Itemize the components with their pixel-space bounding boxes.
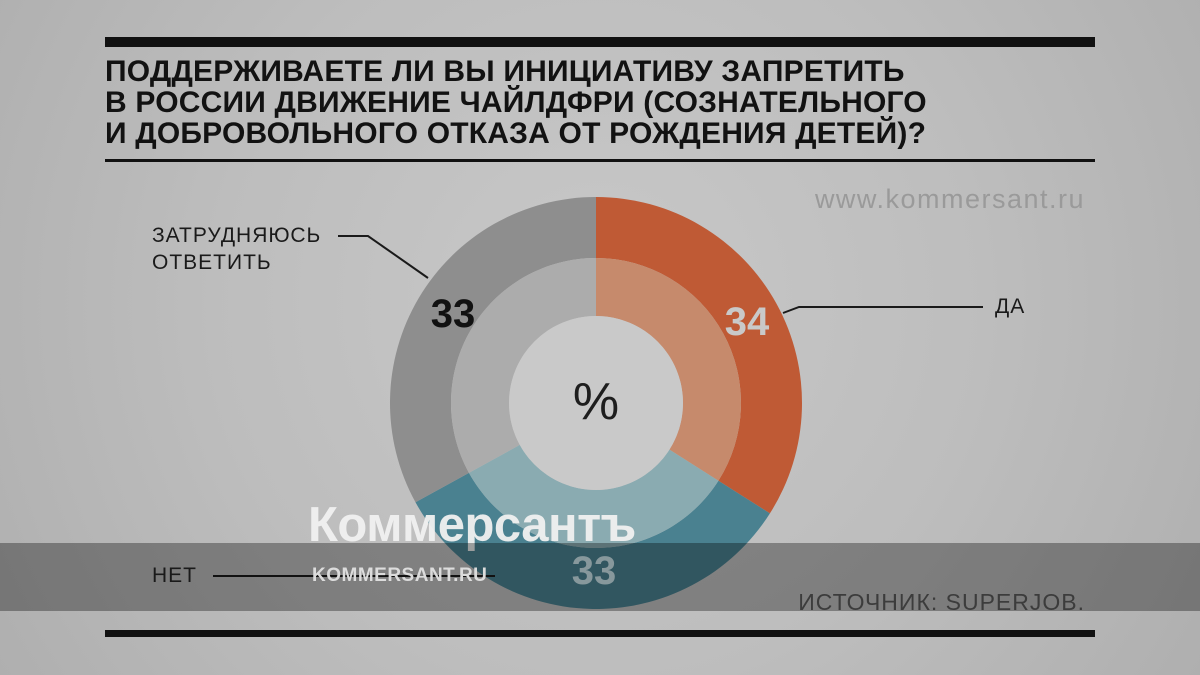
segment-value-da: 34 <box>724 300 770 344</box>
segment-label-net: НЕТ <box>152 564 197 587</box>
donut-inner-segment-0 <box>596 258 741 481</box>
segment-label-da: ДА <box>995 295 1026 318</box>
donut-outer-segment-2 <box>389 197 596 503</box>
leader-line-da <box>782 306 983 314</box>
donut-outer-segment-0 <box>596 197 802 514</box>
site-url-watermark: www.kommersant.ru <box>814 184 1085 214</box>
source-attribution: ИСТОЧНИК: SUPERJOB. <box>798 589 1085 615</box>
kommersant-url-watermark: KOMMERSANT.RU <box>312 565 488 586</box>
segment-label-zatrudnyayus: ЗАТРУДНЯЮСЬ ОТВЕТИТЬ <box>152 224 322 274</box>
donut-inner-segment-2 <box>451 258 596 473</box>
donut-center-unit-label: % <box>572 373 620 431</box>
segment-value-zatrudnyayus: 33 <box>430 292 476 336</box>
page-title: ПОДДЕРЖИВАЕТЕ ЛИ ВЫ ИНИЦИАТИВУ ЗАПРЕТИТЬ… <box>105 55 927 150</box>
segment-value-net: 33 <box>571 549 617 593</box>
top-divider-bar <box>105 37 1095 47</box>
bottom-divider-bar <box>105 630 1095 637</box>
title-rule <box>105 159 1095 162</box>
